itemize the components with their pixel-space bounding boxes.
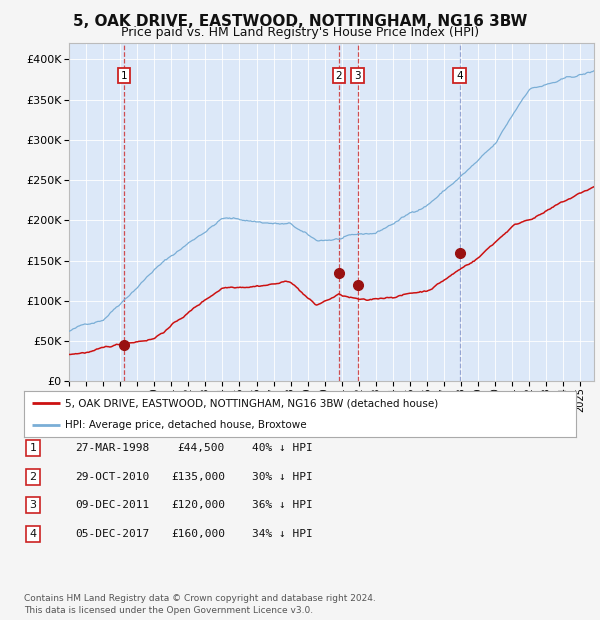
- Text: 1: 1: [121, 71, 127, 81]
- Text: 5, OAK DRIVE, EASTWOOD, NOTTINGHAM, NG16 3BW: 5, OAK DRIVE, EASTWOOD, NOTTINGHAM, NG16…: [73, 14, 527, 29]
- Text: 3: 3: [354, 71, 361, 81]
- Text: 5, OAK DRIVE, EASTWOOD, NOTTINGHAM, NG16 3BW (detached house): 5, OAK DRIVE, EASTWOOD, NOTTINGHAM, NG16…: [65, 398, 439, 408]
- Text: 36% ↓ HPI: 36% ↓ HPI: [252, 500, 313, 510]
- Text: 40% ↓ HPI: 40% ↓ HPI: [252, 443, 313, 453]
- Text: Price paid vs. HM Land Registry's House Price Index (HPI): Price paid vs. HM Land Registry's House …: [121, 26, 479, 39]
- Text: HPI: Average price, detached house, Broxtowe: HPI: Average price, detached house, Brox…: [65, 420, 307, 430]
- Text: 27-MAR-1998: 27-MAR-1998: [75, 443, 149, 453]
- Text: 1: 1: [29, 443, 37, 453]
- Text: £44,500: £44,500: [178, 443, 225, 453]
- Text: 09-DEC-2011: 09-DEC-2011: [75, 500, 149, 510]
- Text: 05-DEC-2017: 05-DEC-2017: [75, 529, 149, 539]
- Text: £120,000: £120,000: [171, 500, 225, 510]
- Text: 2: 2: [335, 71, 342, 81]
- Text: 30% ↓ HPI: 30% ↓ HPI: [252, 472, 313, 482]
- Text: 29-OCT-2010: 29-OCT-2010: [75, 472, 149, 482]
- Text: 4: 4: [457, 71, 463, 81]
- Text: 4: 4: [29, 529, 37, 539]
- Text: £160,000: £160,000: [171, 529, 225, 539]
- Text: Contains HM Land Registry data © Crown copyright and database right 2024.
This d: Contains HM Land Registry data © Crown c…: [24, 594, 376, 615]
- Text: 34% ↓ HPI: 34% ↓ HPI: [252, 529, 313, 539]
- Text: £135,000: £135,000: [171, 472, 225, 482]
- Text: 2: 2: [29, 472, 37, 482]
- Text: 3: 3: [29, 500, 37, 510]
